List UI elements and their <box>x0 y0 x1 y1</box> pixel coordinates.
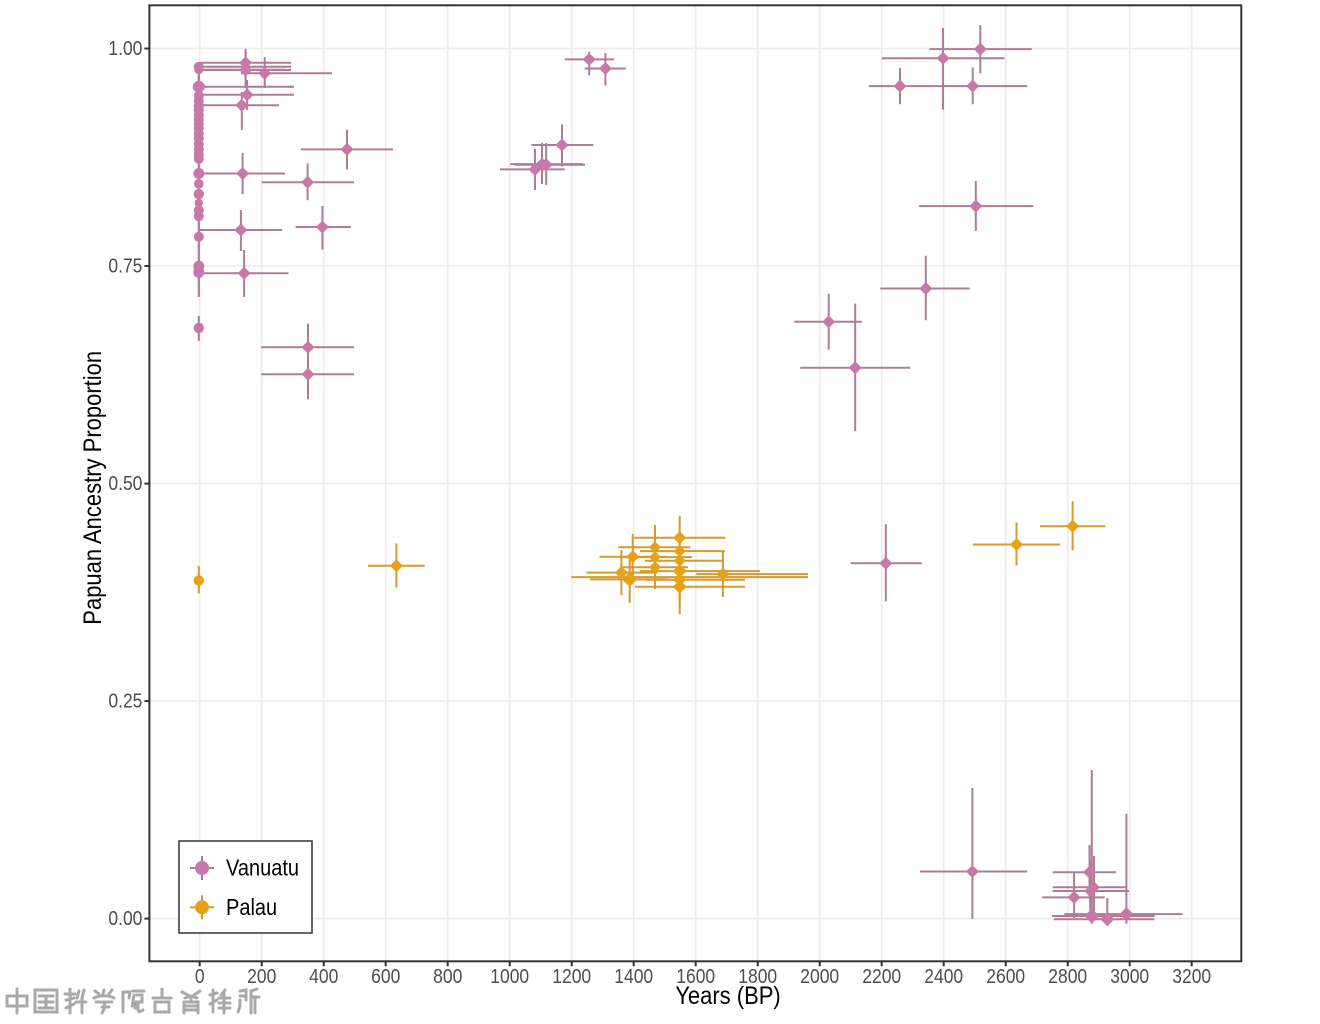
svg-text:2200: 2200 <box>862 965 901 987</box>
svg-text:1400: 1400 <box>614 965 653 987</box>
svg-text:3200: 3200 <box>1172 965 1211 987</box>
svg-text:0: 0 <box>195 965 205 987</box>
svg-text:600: 600 <box>371 965 400 987</box>
svg-text:2600: 2600 <box>986 965 1025 987</box>
svg-text:1800: 1800 <box>738 965 777 987</box>
svg-text:400: 400 <box>309 965 338 987</box>
svg-text:2800: 2800 <box>1048 965 1087 987</box>
svg-text:200: 200 <box>247 965 276 987</box>
svg-text:0.00: 0.00 <box>108 907 142 929</box>
svg-text:1200: 1200 <box>552 965 591 987</box>
svg-text:1000: 1000 <box>490 965 529 987</box>
svg-text:2400: 2400 <box>924 965 963 987</box>
svg-text:1600: 1600 <box>676 965 715 987</box>
svg-text:Years (BP): Years (BP) <box>675 982 781 1010</box>
svg-text:800: 800 <box>433 965 462 987</box>
svg-text:Palau: Palau <box>226 895 277 921</box>
svg-text:0.25: 0.25 <box>108 690 142 712</box>
svg-text:2000: 2000 <box>800 965 839 987</box>
svg-text:3000: 3000 <box>1110 965 1149 987</box>
svg-text:0.75: 0.75 <box>108 254 142 276</box>
svg-text:1.00: 1.00 <box>108 37 142 59</box>
svg-text:0.50: 0.50 <box>108 472 142 494</box>
svg-text:Papuan Ancestry Proportion: Papuan Ancestry Proportion <box>79 351 107 625</box>
svg-text:Vanuatu: Vanuatu <box>226 855 299 881</box>
